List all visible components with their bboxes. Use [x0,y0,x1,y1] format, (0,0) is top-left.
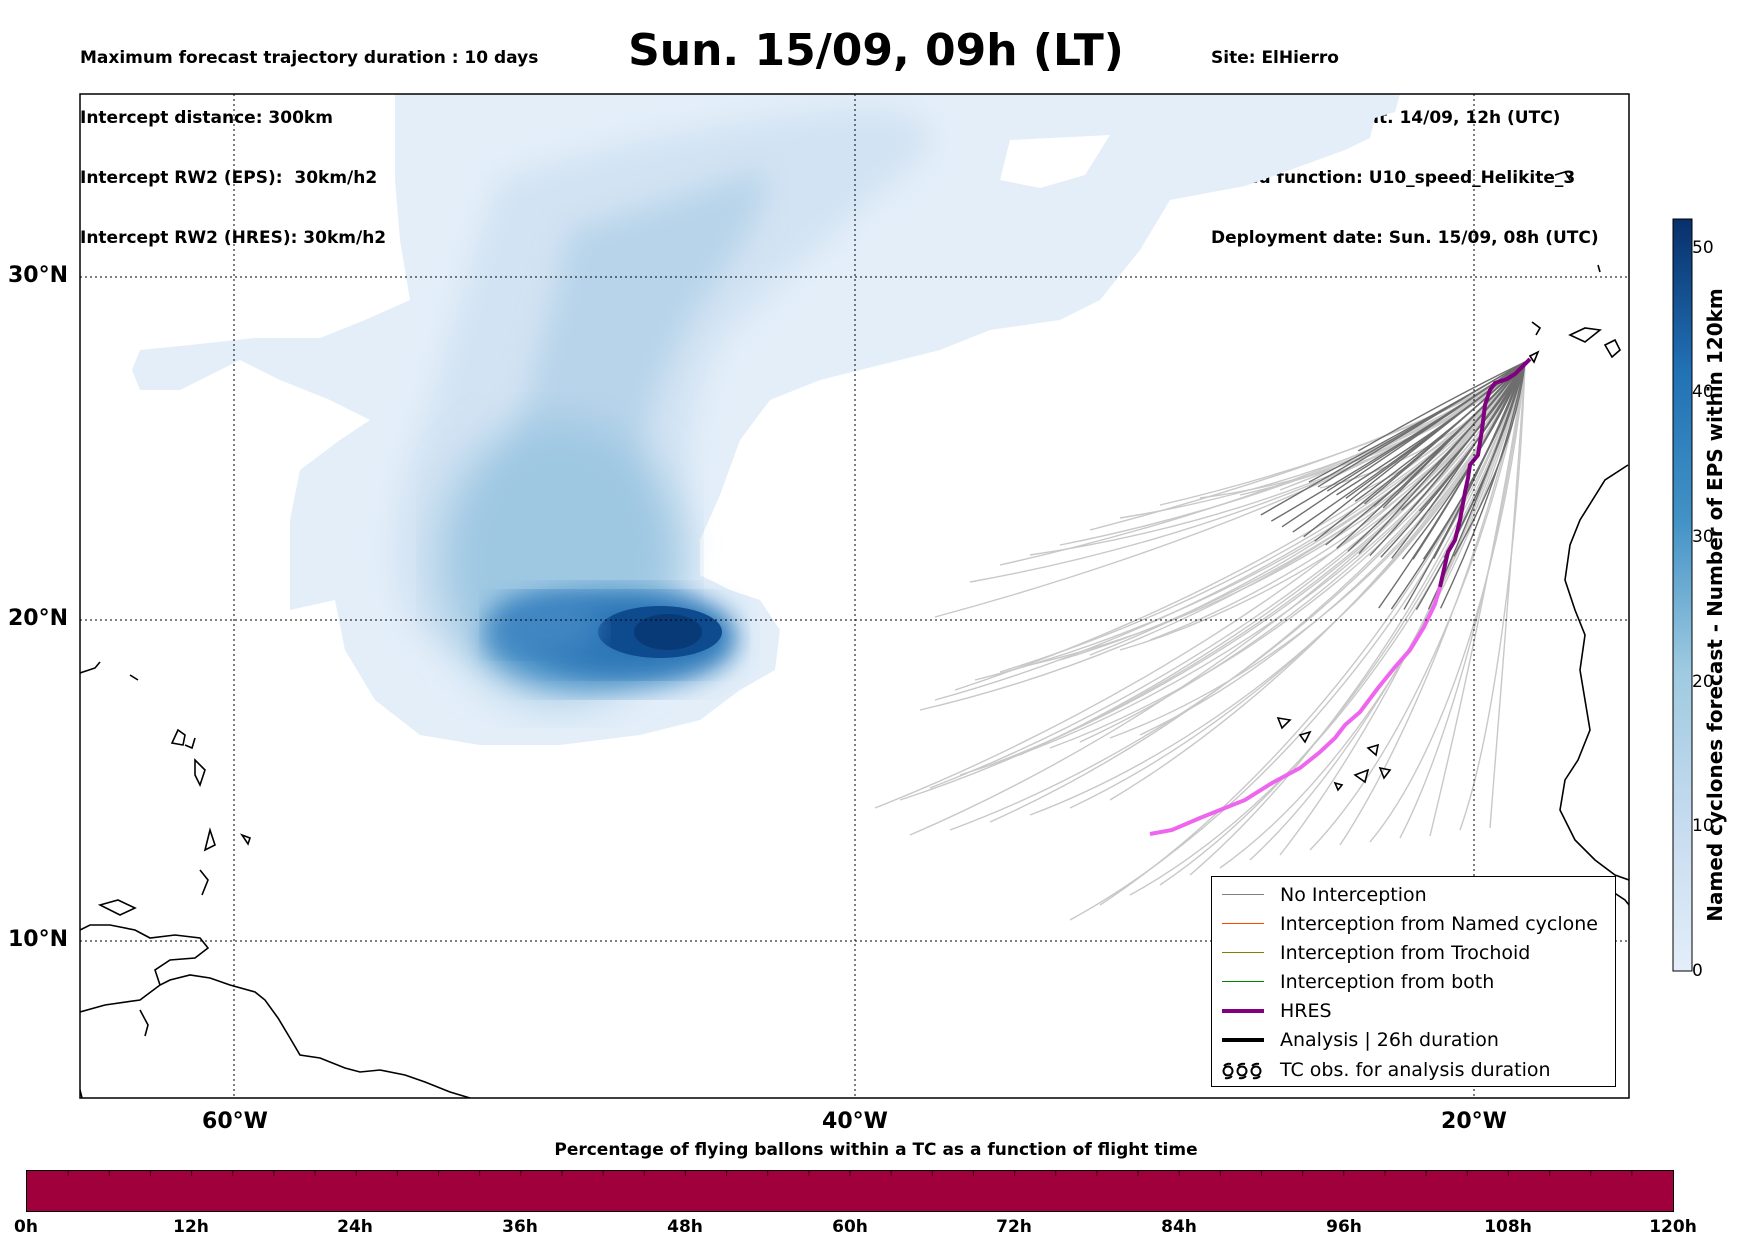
eps-trajectory-line [1309,361,1526,851]
eps-trajectory-line [1317,361,1526,488]
intercept-eps-text: Intercept RW2 (EPS): 30km/h2 [80,168,378,188]
lon-label-60w: 60°W [202,1109,268,1134]
legend-item-trochoid: Interception from Trochoid [1212,940,1530,966]
legend-item-analysis: Analysis | 26h duration [1212,1027,1499,1053]
eps-trajectory-line [929,361,1526,789]
eps-trajectory-line [1281,361,1526,528]
bar-tick-label: 36h [502,1217,538,1237]
flight-time-percentage-bar [26,1170,1674,1212]
bar-tick-label: 72h [996,1217,1032,1237]
colorbar [1672,218,1693,972]
colorbar-tick: 20 [1692,672,1714,692]
lat-label-20n: 20°N [8,606,69,631]
purple-line-icon [1222,1009,1264,1013]
colorbar-tick: 40 [1692,382,1714,402]
colorbar-tick: 50 [1692,238,1714,258]
eps-trajectory-line [1433,361,1526,559]
eps-trajectory-line [1459,361,1526,831]
colorbar-tick: 0 [1692,961,1703,981]
legend-item-named-cyclone: Interception from Named cyclone [1212,911,1598,937]
cyclone-density-field [132,94,1400,745]
eps-trajectory-line [1357,361,1526,452]
eps-trajectory-line [1189,361,1526,876]
eps-trajectory-line [1399,361,1526,839]
run-info-left: Maximum forecast trajectory duration : 1… [80,8,538,268]
bar-tick-label: 48h [667,1217,703,1237]
legend-item-no-interception: No Interception [1212,882,1427,908]
gray-line-icon [1222,894,1264,895]
eps-trajectory-line [1489,361,1526,829]
bar-minor-ticks [67,1171,1633,1176]
legend-item-both: Interception from both [1212,969,1494,995]
legend-label: Interception from Named cyclone [1280,913,1598,935]
lat-label-30n: 30°N [8,263,69,288]
black-line-icon [1222,1038,1264,1042]
eps-trajectory-line [1429,361,1526,837]
eps-trajectory-line [1410,361,1526,512]
legend-label: No Interception [1280,884,1427,906]
bar-tick-label: 96h [1326,1217,1362,1237]
eps-trajectory-line [934,361,1526,701]
deployment-date-text: Deployment date: Sun. 15/09, 08h (UTC) [1211,228,1599,248]
eps-trajectories [874,361,1526,921]
colorbar-title: Named cyclones forecast - Number of EPS … [1703,288,1727,922]
map-frame [79,93,1630,1099]
legend-item-hres: HRES [1212,998,1332,1024]
legend: No Interception Interception from Named … [1211,876,1616,1087]
bar-tick-label: 108h [1484,1217,1532,1237]
legend-label: TC obs. for analysis duration [1280,1059,1551,1081]
orange-line-icon [1222,923,1264,924]
colorbar-tick: 30 [1692,527,1714,547]
legend-label: Interception from both [1280,971,1495,993]
eps-trajectory-line [989,361,1526,823]
bar-tick-label: 84h [1161,1217,1197,1237]
coastlines [80,171,1629,1098]
intercept-distance-text: Intercept distance: 300km [80,108,333,128]
eps-trajectory-line [1159,361,1526,886]
lon-label-40w: 40°W [822,1109,888,1134]
eps-trajectory-line [1439,361,1526,609]
legend-label: HRES [1280,1000,1332,1022]
flight-time-bar-title: Percentage of flying ballons within a TC… [554,1140,1198,1160]
bar-tick-label: 120h [1649,1217,1697,1237]
eps-trajectory-line [1358,361,1526,555]
page-title: Sun. 15/09, 09h (LT) [628,25,1124,76]
lon-label-20w: 20°W [1441,1109,1507,1134]
max-duration-text: Maximum forecast trajectory duration : 1… [80,48,539,68]
lat-label-10n: 10°N [8,927,69,952]
colorbar-tick: 10 [1692,816,1714,836]
tc-symbol-icon [1222,1062,1262,1080]
legend-item-tc-obs: TC obs. for analysis duration [1212,1057,1551,1083]
bar-tick-label: 12h [173,1217,209,1237]
eps-trajectory-line [969,361,1526,583]
bar-tick-label: 0h [14,1217,38,1237]
bar-tick-label: 24h [337,1217,373,1237]
olive-line-icon [1222,952,1264,953]
green-line-icon [1222,981,1264,982]
legend-label: Analysis | 26h duration [1280,1029,1499,1051]
legend-label: Interception from Trochoid [1280,942,1531,964]
bar-tick-label: 60h [832,1217,868,1237]
eps-trajectory-line [999,361,1526,566]
map-body [80,94,1629,1098]
intercept-hres-text: Intercept RW2 (HRES): 30km/h2 [80,228,387,248]
eps-trajectory-line [1369,361,1526,843]
eps-trajectory-line [1109,361,1526,801]
site-text: Site: ElHierro [1211,48,1339,68]
